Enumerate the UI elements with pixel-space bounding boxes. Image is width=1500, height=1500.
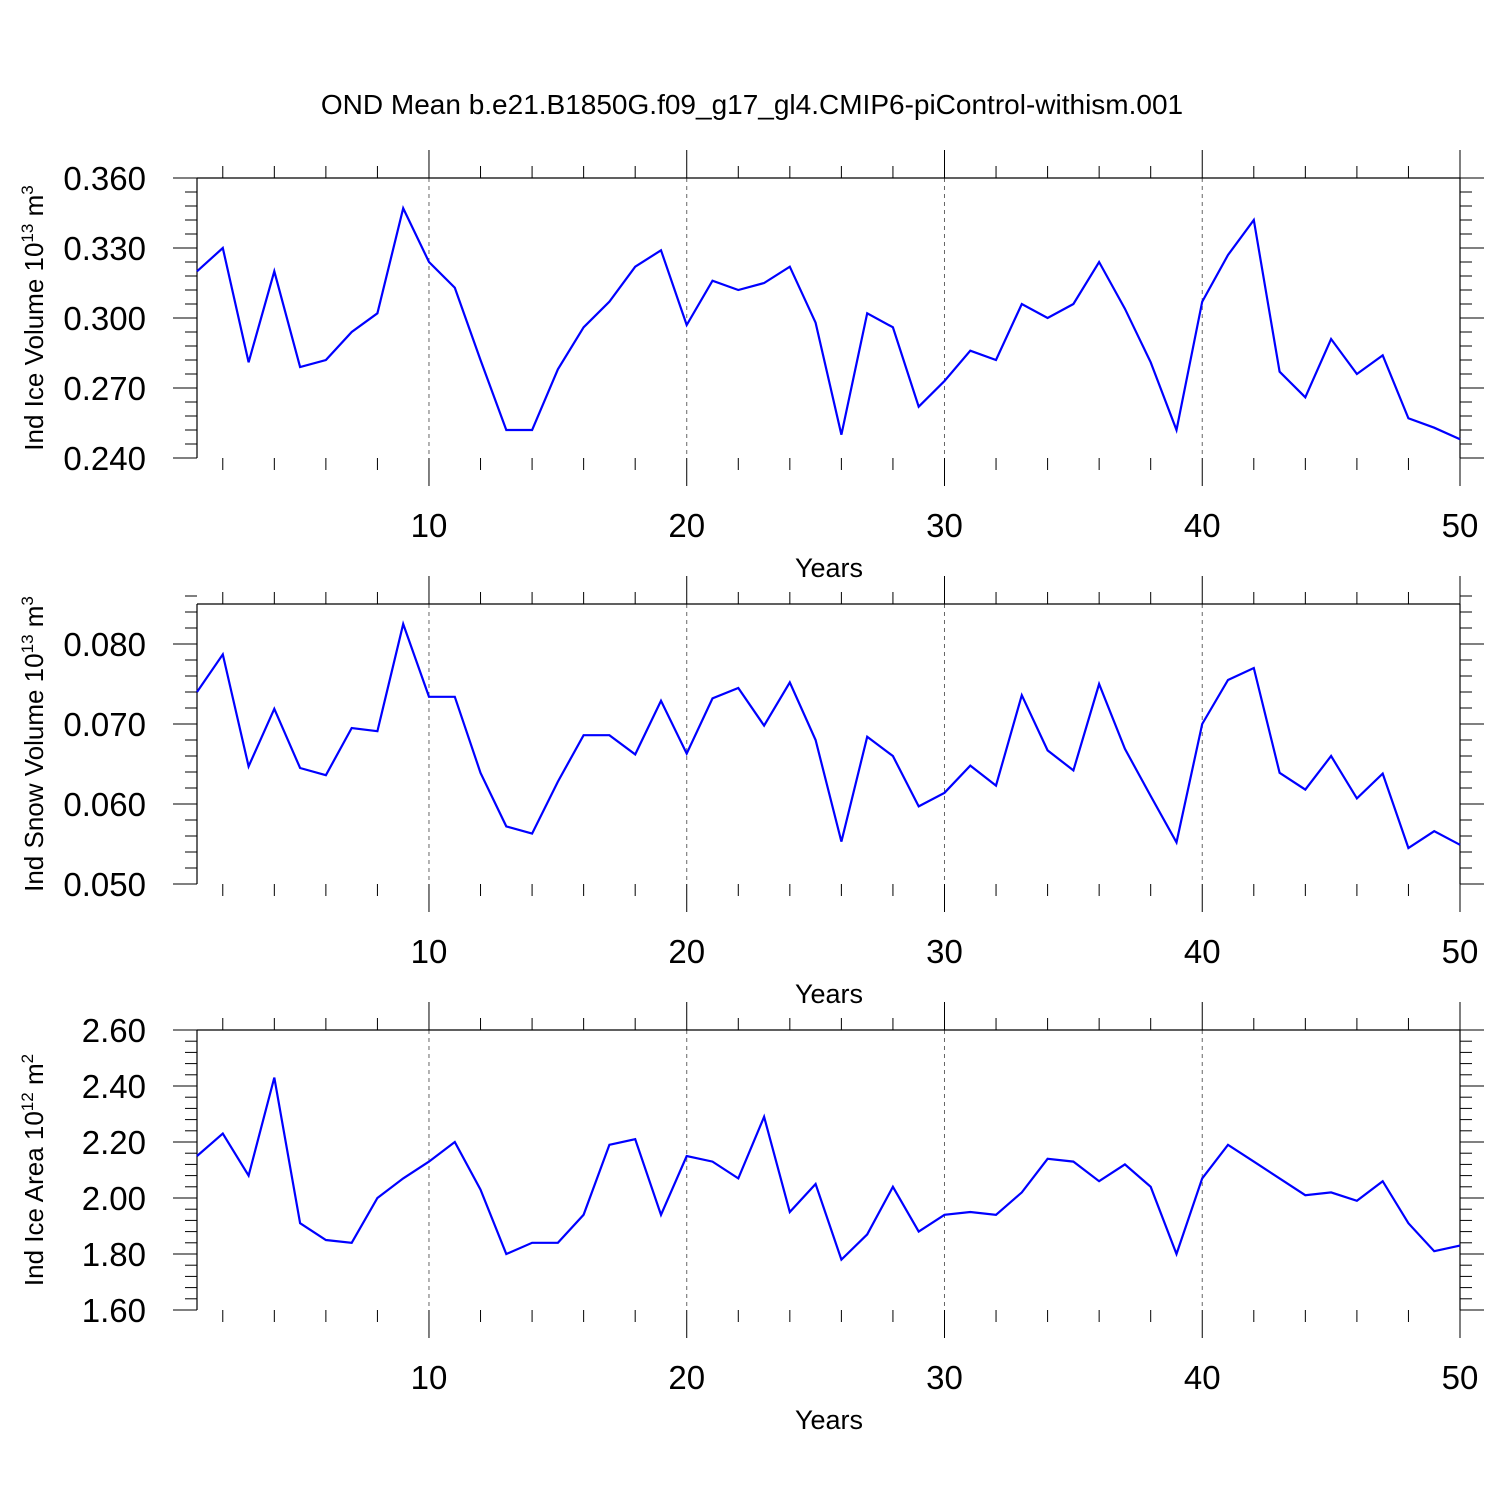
chart-panel-1: 10 20 30 40 50 Years 0.240 0.270 0.300 0.330 0.360… — [18, 150, 1484, 583]
y-tick-label: 0.070 — [63, 706, 146, 743]
y-tick-label: 0.270 — [63, 370, 146, 407]
x-tick-label: 20 — [668, 933, 705, 970]
y-axis-label-part: m — [19, 1063, 49, 1092]
x-tick-label: 40 — [1184, 1359, 1221, 1396]
y-tick-label: 0.300 — [63, 300, 146, 337]
x-tick-label: 50 — [1442, 933, 1479, 970]
y-axis-label: Ind Ice Volume 1013 m3 — [18, 185, 49, 450]
y-tick-label: 2.00 — [82, 1180, 146, 1217]
y-axis-label-part: m — [19, 195, 49, 224]
x-tick-label: 30 — [926, 1359, 963, 1396]
y-axis-label-part: Ind Ice Volume 10 — [19, 243, 49, 451]
y-tick-label: 0.240 — [63, 440, 146, 477]
y-tick-label: 2.60 — [82, 1012, 146, 1049]
x-tick-label: 20 — [668, 1359, 705, 1396]
y-tick-label: 1.80 — [82, 1236, 146, 1273]
y-tick-label: 2.40 — [82, 1068, 146, 1105]
x-tick-label: 10 — [411, 933, 448, 970]
chart-panel-2: 10 20 30 40 50 Years 0.050 0.060 0.070 0.080 Ind S… — [18, 576, 1484, 1009]
y-tick-label: 0.360 — [63, 160, 146, 197]
chart-panels: 10 20 30 40 50 Years 0.240 0.270 0.300 0.330 0.360… — [18, 150, 1484, 1435]
y-axis-label-part: Ind Snow Volume 10 — [19, 653, 49, 892]
series-line — [196, 1077, 1461, 1262]
y-tick-label: 1.60 — [82, 1292, 146, 1329]
chart-panel-3: 10 20 30 40 50 Years 1.60 1.80 2.00 2.20 2.40 2.60 I… — [18, 1002, 1484, 1435]
x-tick-label: 10 — [411, 507, 448, 544]
y-axis-label-superscript: 13 — [18, 224, 37, 243]
y-tick-label: 0.330 — [63, 230, 146, 267]
y-tick-label: 0.080 — [63, 626, 146, 663]
y-axis-label-superscript: 3 — [18, 185, 37, 194]
y-tick-label: 2.20 — [82, 1124, 146, 1161]
x-tick-label: 30 — [926, 933, 963, 970]
y-axis-label-superscript: 13 — [18, 634, 37, 653]
y-axis-label-superscript: 12 — [18, 1092, 37, 1111]
y-axis-label-part: m — [19, 606, 49, 635]
figure-title: OND Mean b.e21.B1850G.f09_g17_gl4.CMIP6-… — [321, 89, 1183, 120]
x-tick-label: 50 — [1442, 1359, 1479, 1396]
y-tick-label: 0.060 — [63, 786, 146, 823]
series-line — [196, 620, 1461, 850]
y-axis-label-part: Ind Ice Area 10 — [19, 1111, 49, 1286]
x-axis-label: Years — [795, 1405, 863, 1435]
y-axis-label: Ind Ice Area 1012 m2 — [18, 1054, 49, 1286]
x-tick-label: 50 — [1442, 507, 1479, 544]
y-tick-label: 0.050 — [63, 866, 146, 903]
y-axis-label: Ind Snow Volume 1013 m3 — [18, 596, 49, 892]
series-line — [196, 205, 1461, 441]
y-axis-label-superscript: 3 — [18, 596, 37, 605]
x-axis-label: Years — [795, 979, 863, 1009]
y-axis-label-superscript: 2 — [18, 1054, 37, 1063]
x-tick-label: 40 — [1184, 933, 1221, 970]
x-tick-label: 20 — [668, 507, 705, 544]
x-tick-label: 30 — [926, 507, 963, 544]
x-tick-label: 40 — [1184, 507, 1221, 544]
x-axis-label: Years — [795, 553, 863, 583]
x-tick-label: 10 — [411, 1359, 448, 1396]
